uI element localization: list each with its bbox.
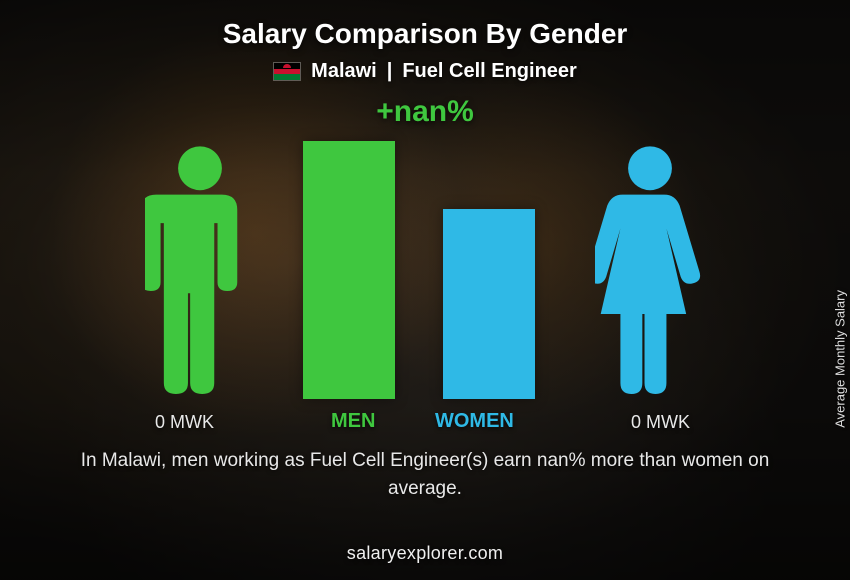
bar-women [443, 209, 535, 399]
subtitle-separator: | [387, 60, 393, 83]
description-text: In Malawi, men working as Fuel Cell Engi… [65, 447, 785, 502]
footer-brand: salaryexplorer.com [0, 543, 850, 564]
percent-difference: +nan% [0, 95, 850, 129]
bar-men [303, 141, 395, 399]
chart-labels: 0 MWK MEN WOMEN 0 MWK [145, 403, 705, 433]
female-person-icon [595, 142, 705, 399]
y-axis-label: Average Monthly Salary [833, 290, 848, 428]
male-person-icon [145, 142, 255, 399]
men-value: 0 MWK [155, 412, 214, 433]
subtitle: Malawi | Fuel Cell Engineer [0, 60, 850, 83]
content-wrap: Salary Comparison By Gender Malawi | Fue… [0, 0, 850, 580]
page-title: Salary Comparison By Gender [0, 0, 850, 50]
subtitle-role: Fuel Cell Engineer [402, 60, 576, 83]
men-label: MEN [331, 410, 375, 433]
women-label: WOMEN [435, 410, 514, 433]
malawi-flag-icon [273, 62, 301, 81]
subtitle-country: Malawi [311, 60, 377, 83]
comparison-chart: 0 MWK MEN WOMEN 0 MWK [145, 133, 705, 433]
women-value: 0 MWK [631, 412, 690, 433]
